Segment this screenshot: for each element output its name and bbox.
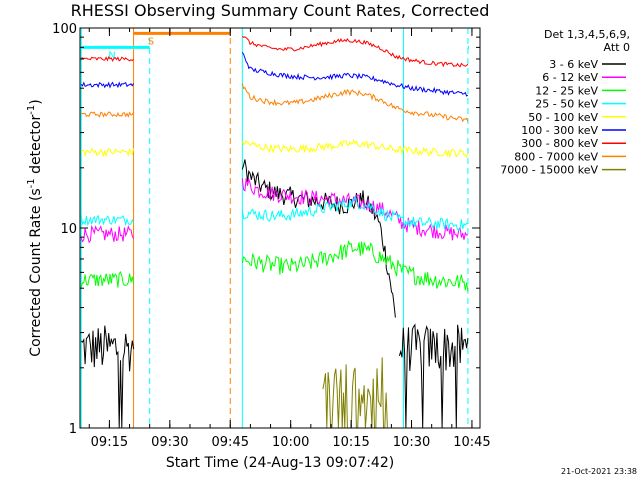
series-800-7000-kev — [81, 83, 469, 123]
x-tick-label-09-15: 09:15 — [91, 435, 128, 450]
series-7000-15000-kev — [322, 357, 388, 429]
legend-entry-12-25-kev: 12 - 25 keV — [535, 84, 626, 97]
chart-title: RHESSI Observing Summary Count Rates, Co… — [71, 1, 490, 20]
x-tick-label-09-45: 09:45 — [212, 435, 249, 450]
legend-label: 50 - 100 keV — [528, 111, 598, 124]
series-800-7000-kev-segment-1 — [81, 111, 135, 118]
series-50-100-kev-segment-1 — [80, 147, 135, 158]
x-tick-label-09-30: 09:30 — [151, 435, 188, 450]
y-axis-label: Corrected Count Rate (s-1 detector-1) — [26, 99, 44, 356]
legend-header-line-2: Att 0 — [604, 41, 630, 54]
series-12-25-kev-segment-2 — [241, 240, 469, 292]
y-axis-label-end: ) — [28, 99, 44, 104]
legend-entry-25-50-kev: 25 - 50 keV — [535, 98, 626, 111]
axes-layer: 09:15 09:30 09:45 10:00 10:15 10:30 10:45 1 10 10… — [52, 22, 491, 450]
y-tick-label-10: 10 — [60, 222, 77, 237]
legend-entry-3-6-kev: 3 - 6 keV — [549, 58, 626, 71]
series-25-50-kev — [80, 195, 469, 232]
legend-label: 7000 - 15000 keV — [500, 164, 598, 177]
series-50-100-kev — [80, 139, 469, 159]
x-tick-label-10-15: 10:15 — [332, 435, 369, 450]
series-50-100-kev-segment-2 — [241, 139, 469, 159]
series-3-6-kev-segment-3 — [398, 323, 469, 429]
legend-label: 800 - 7000 keV — [514, 150, 598, 163]
legend-label: 6 - 12 keV — [542, 71, 598, 84]
legend-entry-50-100-kev: 50 - 100 keV — [528, 111, 626, 124]
series-7000-15000-kev-segment-1 — [322, 357, 388, 429]
series-6-12-kev-segment-1 — [80, 224, 135, 244]
series-12-25-kev-segment-1 — [80, 270, 135, 288]
legend-header-line-1: Det 1,3,4,5,6,9, — [544, 28, 630, 41]
y-tick-label-1: 1 — [69, 422, 77, 437]
y-axis-label-base: Corrected Count Rate (s — [28, 188, 44, 356]
interval-label-s: S — [148, 36, 154, 47]
series-300-800-kev-segment-2 — [241, 35, 469, 68]
marker-layer — [80, 28, 469, 428]
series-6-12-kev-segment-2 — [241, 177, 469, 241]
series-25-50-kev-segment-2 — [241, 195, 469, 232]
series-12-25-kev — [80, 240, 469, 292]
y-axis-label-mid: detector — [28, 115, 44, 179]
legend-entry-6-12-kev: 6 - 12 keV — [542, 71, 626, 84]
series-6-12-kev — [80, 177, 469, 244]
series-3-6-kev-segment-1 — [80, 325, 135, 429]
y-axis-label-sup-2: -1 — [26, 105, 37, 115]
legend-label: 100 - 300 keV — [521, 124, 598, 137]
interval-label-n: N — [108, 50, 115, 61]
x-tick-label-10-30: 10:30 — [393, 435, 430, 450]
x-axis-label: Start Time (24-Aug-13 09:07:42) — [166, 455, 394, 471]
y-axis-label-sup-1: -1 — [26, 178, 37, 188]
legend-entry-300-800-kev: 300 - 800 keV — [521, 137, 626, 150]
footer-timestamp: 21-Oct-2021 23:38 — [561, 467, 637, 476]
series-300-800-kev — [81, 35, 469, 68]
y-tick-label-100: 100 — [52, 22, 77, 37]
legend-label: 300 - 800 keV — [521, 137, 598, 150]
series-800-7000-kev-segment-2 — [241, 83, 469, 123]
legend-entry-800-7000-kev: 800 - 7000 keV — [514, 150, 626, 163]
legend-entry-7000-15000-kev: 7000 - 15000 keV — [500, 164, 626, 177]
series-100-300-kev — [80, 52, 469, 97]
legend-entry-100-300-kev: 100 - 300 keV — [521, 124, 626, 137]
legend-label: 3 - 6 keV — [549, 58, 598, 71]
series-25-50-kev-segment-1 — [80, 214, 135, 227]
series-100-300-kev-segment-1 — [80, 81, 135, 89]
legend-label: 25 - 50 keV — [535, 98, 598, 111]
legend-label: 12 - 25 keV — [535, 84, 598, 97]
x-tick-label-10-45: 10:45 — [453, 435, 490, 450]
interval-layer: SN — [81, 31, 469, 61]
series-100-300-kev-segment-2 — [241, 52, 469, 97]
x-tick-label-10-00: 10:00 — [272, 435, 309, 450]
series-300-800-kev-segment-1 — [81, 56, 134, 63]
series-layer — [80, 35, 469, 429]
